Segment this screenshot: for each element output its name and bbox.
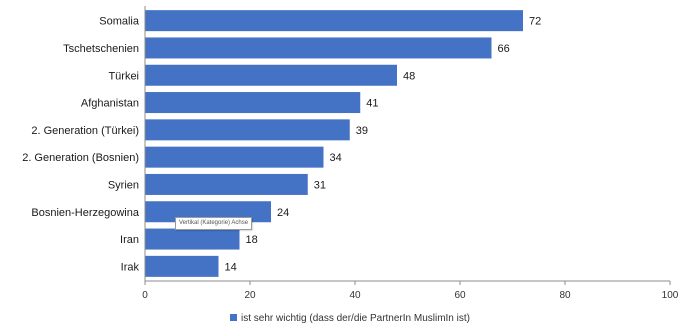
data-label: 41 xyxy=(366,98,378,110)
axis-tooltip: Vertikal (Kategorie) Achse xyxy=(175,217,253,230)
category-label: Türkei xyxy=(108,70,139,82)
category-label: Irak xyxy=(121,261,140,273)
category-label: Tschetschenien xyxy=(63,43,139,55)
x-tick-label: 0 xyxy=(142,290,148,301)
bars-group xyxy=(145,10,523,277)
bar-somalia xyxy=(145,10,523,32)
category-label: 2. Generation (Bosnien) xyxy=(22,152,139,164)
legend-swatch xyxy=(230,313,238,321)
data-label: 34 xyxy=(330,152,342,164)
data-label: 18 xyxy=(246,234,258,246)
x-axis: 0 20 40 60 80 100 xyxy=(142,6,679,301)
category-label: 2. Generation (Türkei) xyxy=(31,125,139,137)
x-tick-label: 80 xyxy=(559,290,571,301)
x-tick-label: 40 xyxy=(349,290,361,301)
value-labels: 72 66 48 41 39 34 31 24 18 14 xyxy=(225,16,542,274)
bar-2-generation-t-rkei xyxy=(145,119,350,141)
bar-syrien xyxy=(145,173,308,195)
bar-irak xyxy=(145,255,219,277)
bar-t-rkei xyxy=(145,64,397,86)
x-tick-label: 100 xyxy=(662,290,679,301)
data-label: 72 xyxy=(529,16,541,28)
data-label: 24 xyxy=(277,207,289,219)
category-labels: Somalia Tschetschenien Türkei Afghanistan 2.… xyxy=(22,16,140,274)
bar-iran xyxy=(145,228,240,250)
legend: ist sehr wichtig (dass der/die PartnerIn… xyxy=(0,313,700,324)
data-label: 39 xyxy=(356,125,368,137)
category-label: Afghanistan xyxy=(81,98,139,110)
bar-afghanistan xyxy=(145,92,361,114)
category-label: Syrien xyxy=(108,179,139,191)
data-label: 31 xyxy=(314,179,326,191)
category-label: Bosnien-Herzegowina xyxy=(31,207,139,219)
data-label: 14 xyxy=(225,261,237,273)
bar-2-generation-bosnien xyxy=(145,146,324,168)
category-label: Iran xyxy=(120,234,139,246)
legend-label: ist sehr wichtig (dass der/die PartnerIn… xyxy=(241,313,470,324)
data-label: 48 xyxy=(403,70,415,82)
category-label: Somalia xyxy=(99,16,140,28)
x-tick-label: 20 xyxy=(244,290,256,301)
data-label: 66 xyxy=(498,43,510,55)
x-tick-label: 60 xyxy=(454,290,466,301)
bar-tschetschenien xyxy=(145,37,492,59)
